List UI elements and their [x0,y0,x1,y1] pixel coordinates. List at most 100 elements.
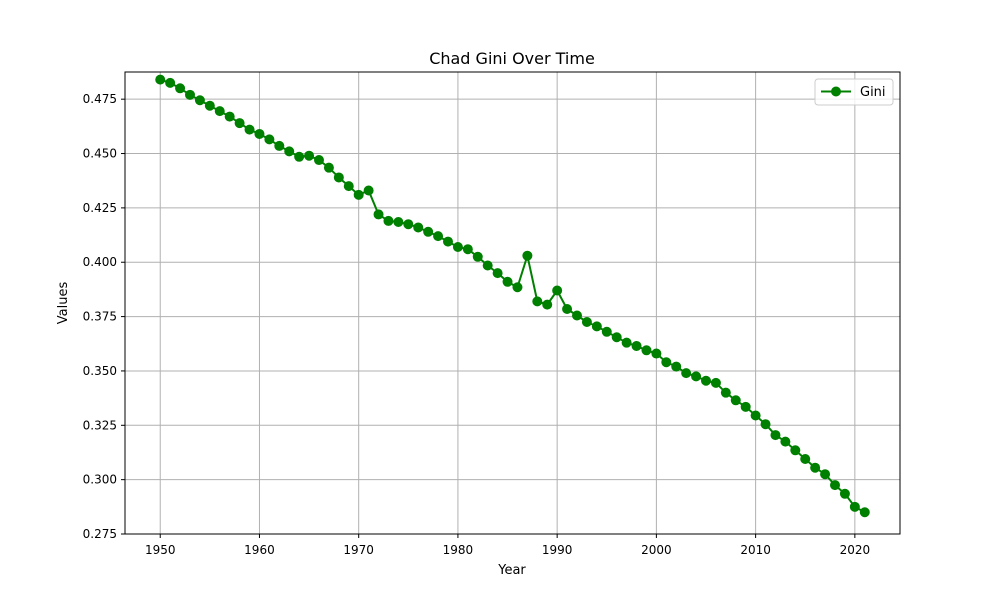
data-point [651,348,662,359]
data-point [581,317,592,328]
y-tick-label: 0.450 [83,147,117,161]
data-point [641,345,652,356]
y-tick-label: 0.425 [83,201,117,215]
data-point [740,401,751,412]
data-point [611,332,622,343]
data-point [452,242,463,253]
data-point [621,337,632,348]
y-tick-label: 0.475 [83,92,117,106]
data-point [214,106,225,117]
data-point [254,128,265,139]
data-point [830,480,841,491]
plot-frame [124,71,901,535]
data-point [423,226,434,237]
data-point [552,285,563,296]
data-point [373,209,384,220]
y-tick-label: 0.400 [83,255,117,269]
data-point [691,371,702,382]
x-tick-label: 2020 [840,543,871,557]
data-point [770,430,781,441]
data-point [839,488,850,499]
data-point [462,244,473,255]
data-point [512,282,523,293]
data-point [323,162,334,173]
data-point [244,124,255,135]
data-point [165,77,176,88]
legend-label-gini: Gini [860,85,886,100]
legend: Gini [814,78,894,106]
data-point [433,231,444,242]
data-point [333,172,344,183]
legend-box [814,78,894,106]
data-point [274,140,285,151]
data-point [760,419,771,430]
data-point [710,377,721,388]
data-point [502,276,513,287]
chart-title: Chad Gini Over Time [429,49,595,68]
data-point [701,375,712,386]
y-tick-label: 0.275 [83,527,117,541]
x-tick-label: 1970 [343,543,374,557]
data-point [224,111,235,122]
data-point [849,501,860,512]
data-point [194,95,205,106]
data-point [413,222,424,233]
data-point [750,410,761,421]
data-point [720,387,731,398]
x-tick-label: 1960 [244,543,275,557]
y-axis-ticks: 0.275 0.300 0.325 0.350 0.375 0.400 0.425 0.450… [83,92,125,541]
data-point [442,236,453,247]
x-tick-label: 2000 [641,543,672,557]
data-point [284,146,295,157]
data-point [343,181,354,192]
data-point [234,118,245,129]
data-point [482,260,493,271]
data-point [572,310,583,321]
data-point [532,296,543,307]
data-point [591,321,602,332]
data-point [631,340,642,351]
data-point [790,445,801,456]
y-tick-label: 0.350 [83,364,117,378]
data-point [204,100,215,111]
data-point [542,299,553,310]
data-point [383,215,394,226]
legend-marker-gini [831,86,841,97]
data-point [820,469,831,480]
x-tick-label: 2010 [740,543,771,557]
series-layer [155,74,870,518]
data-point [859,507,870,518]
data-point [601,326,612,337]
data-point [353,189,364,200]
y-tick-label: 0.325 [83,418,117,432]
data-point [681,368,692,379]
y-tick-label: 0.300 [83,473,117,487]
data-point [304,150,315,161]
data-point [264,134,275,145]
y-axis-label: Values [56,282,71,325]
data-point [363,185,374,196]
data-point [492,268,503,279]
data-point [403,219,414,230]
x-axis-label: Year [497,563,526,578]
data-point [671,361,682,372]
x-tick-label: 1990 [542,543,573,557]
x-tick-label: 1950 [145,543,176,557]
data-point [522,250,533,261]
data-point [730,395,741,406]
data-point [562,303,573,314]
data-point [393,217,404,228]
data-point [661,357,672,368]
x-tick-label: 1980 [443,543,474,557]
data-point [294,151,305,162]
x-axis-ticks: 1950 1960 1970 1980 1990 2000 2010 2020 [145,534,870,557]
data-point [175,83,186,94]
data-point [472,251,483,262]
data-point [810,462,821,473]
data-point [313,155,324,166]
data-point [155,74,166,85]
y-tick-label: 0.375 [83,310,117,324]
data-point [184,89,195,100]
